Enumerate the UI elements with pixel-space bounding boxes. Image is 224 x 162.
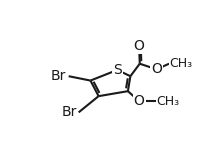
Text: S: S bbox=[113, 63, 122, 77]
Text: O: O bbox=[134, 94, 144, 108]
Text: CH₃: CH₃ bbox=[157, 95, 180, 108]
Text: Br: Br bbox=[50, 69, 66, 83]
Text: Br: Br bbox=[61, 105, 77, 119]
Text: CH₃: CH₃ bbox=[170, 57, 193, 70]
Text: O: O bbox=[151, 62, 162, 76]
Text: O: O bbox=[134, 39, 144, 53]
